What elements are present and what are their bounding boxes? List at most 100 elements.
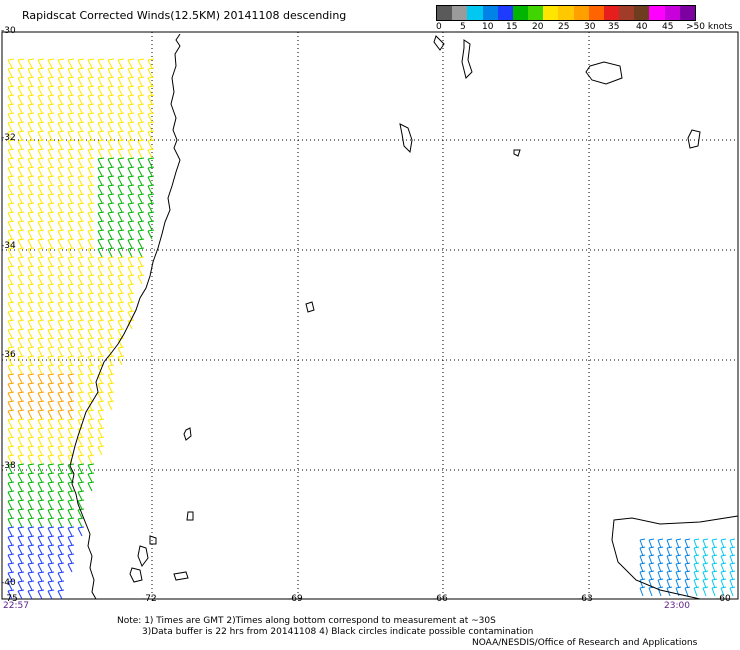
wind-barb [67, 85, 75, 96]
wind-barb [67, 112, 75, 123]
wind-barb [107, 211, 115, 222]
wind-barb [77, 310, 85, 321]
wind-barb [7, 256, 15, 267]
wind-barb [107, 292, 115, 303]
wind-barb [657, 586, 664, 597]
wind-barb [27, 94, 35, 105]
wind-barb [17, 517, 25, 528]
wind-barb [37, 202, 45, 213]
wind-barb [27, 121, 35, 132]
wind-barb [27, 562, 35, 573]
wind-barb [77, 499, 85, 510]
wind-barb [37, 580, 45, 591]
wind-barb [57, 85, 65, 96]
wind-barb [67, 445, 75, 456]
wind-barb [47, 211, 55, 222]
wind-barb [77, 130, 85, 141]
wind-barb [117, 274, 125, 285]
wind-barb [107, 328, 115, 339]
wind-barb [17, 103, 25, 114]
wind-barb [137, 103, 145, 114]
legend-swatch [649, 6, 665, 20]
wind-barb [37, 301, 45, 312]
legend-swatch [437, 6, 453, 20]
wind-barb [97, 409, 105, 420]
wind-barb [27, 418, 35, 429]
wind-barb [47, 265, 55, 276]
wind-barb [127, 121, 135, 132]
wind-barb [47, 364, 55, 375]
wind-barb [675, 554, 682, 565]
wind-barb [147, 130, 155, 141]
wind-barb [7, 247, 15, 258]
wind-barb [137, 166, 145, 177]
wind-barb [693, 586, 700, 597]
wind-barb [57, 211, 65, 222]
wind-barb [47, 292, 55, 303]
wind-barb [67, 436, 75, 447]
wind-barb [711, 538, 718, 549]
wind-barb [107, 310, 115, 321]
wind-barb [47, 184, 55, 195]
wind-barb [147, 184, 155, 195]
wind-barb [87, 58, 95, 69]
wind-barb [97, 382, 105, 393]
wind-barb [27, 184, 35, 195]
wind-barb [77, 382, 85, 393]
wind-barb [37, 517, 45, 528]
wind-barb [666, 578, 673, 589]
wind-barb [17, 382, 25, 393]
wind-barb [87, 103, 95, 114]
wind-barb [107, 337, 115, 348]
wind-barb [77, 337, 85, 348]
wind-barb [47, 373, 55, 384]
wind-barb [37, 148, 45, 159]
wind-barb [7, 400, 15, 411]
wind-barb [77, 526, 85, 537]
wind-barb [657, 554, 664, 565]
wind-barb [27, 301, 35, 312]
wind-barb [107, 184, 115, 195]
wind-barb [702, 538, 709, 549]
wind-barb [57, 229, 65, 240]
wind-barb [87, 454, 95, 465]
wind-barb [7, 193, 15, 204]
wind-barb [57, 148, 65, 159]
wind-barb [47, 445, 55, 456]
wind-barb [107, 364, 115, 375]
wind-barb [7, 364, 15, 375]
wind-barb [17, 256, 25, 267]
wind-barb [684, 554, 691, 565]
wind-barb [137, 193, 145, 204]
wind-barb [87, 229, 95, 240]
wind-barb [77, 445, 85, 456]
wind-barb [87, 139, 95, 150]
wind-barb [67, 139, 75, 150]
wind-barb [127, 157, 135, 168]
wind-barb [127, 76, 135, 87]
island [186, 511, 194, 521]
wind-barb [87, 67, 95, 78]
wind-barb [117, 328, 125, 339]
wind-barb [693, 578, 700, 589]
wind-barb [17, 427, 25, 438]
wind-barb [47, 544, 55, 555]
lon-label-66: -66 [433, 594, 448, 604]
legend-label: 10 [482, 22, 494, 32]
wind-barb [97, 337, 105, 348]
wind-barb [57, 247, 65, 258]
wind-barb [37, 337, 45, 348]
wind-barb [77, 166, 85, 177]
wind-barb [37, 391, 45, 402]
wind-barb [7, 391, 15, 402]
wind-barb [47, 310, 55, 321]
wind-barb [639, 562, 646, 573]
wind-barb [57, 544, 65, 555]
wind-barb [37, 319, 45, 330]
wind-barb [27, 220, 35, 231]
wind-barb [97, 103, 105, 114]
wind-barb [17, 148, 25, 159]
wind-barb [137, 202, 145, 213]
lon-label-60: -60 [716, 594, 731, 604]
wind-barb [27, 571, 35, 582]
